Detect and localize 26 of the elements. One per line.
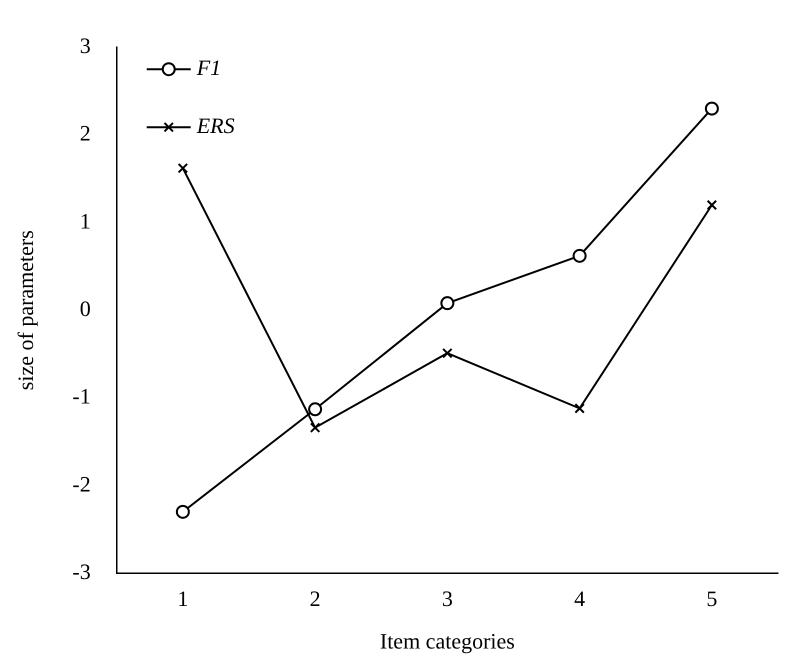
x-tick-label: 3 (442, 586, 453, 612)
y-tick-label: 2 (80, 120, 91, 146)
y-tick-label: -2 (72, 471, 91, 496)
x-tick-label: 5 (706, 586, 718, 612)
point (440, 296, 454, 310)
point (178, 162, 188, 174)
y-axis-title: size of parameters (12, 230, 38, 390)
point (572, 248, 587, 263)
x-tick-label: 4 (574, 586, 586, 612)
point (574, 403, 585, 414)
point (308, 402, 322, 416)
point (310, 422, 320, 433)
y-tick-label: -3 (72, 558, 91, 584)
point (704, 102, 719, 116)
point (706, 200, 718, 210)
legend-label: F1 (196, 54, 222, 80)
y-tick-label: 0 (80, 296, 91, 321)
legend-label: ERS (196, 112, 235, 138)
y-tick-label: 3 (80, 32, 91, 58)
y-tick-label: 1 (80, 208, 91, 234)
point (442, 348, 453, 358)
x-axis-title: Item categories (380, 628, 515, 654)
x-tick-label: 2 (310, 586, 321, 612)
x-tick-label: 1 (177, 586, 188, 612)
point (176, 504, 190, 519)
y-tick-label: -1 (72, 384, 91, 409)
